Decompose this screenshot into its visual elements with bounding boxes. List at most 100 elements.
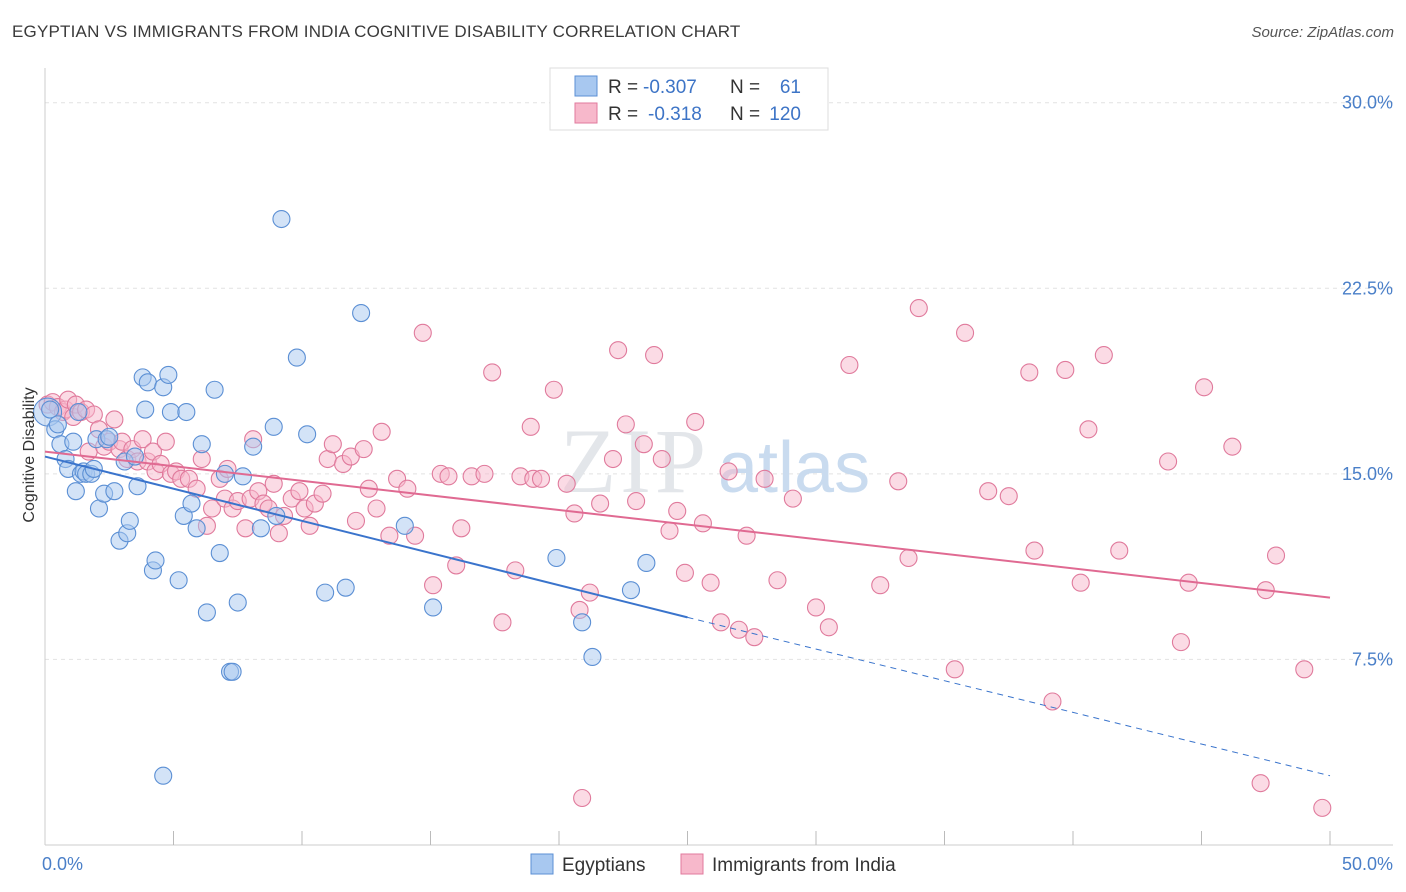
india-point [521,417,540,436]
egyptians-point [573,613,592,632]
india-point [544,380,563,399]
india-point [1020,363,1039,382]
y-axis-label: Cognitive Disability [21,387,38,522]
egyptians-point [424,598,443,617]
tick-labels: 7.5% 15.0% 22.5% 30.0% 0.0% 50.0% [42,93,1393,874]
legend-r-value-2: -0.318 [648,104,702,125]
legend-swatch-egyptians [574,75,598,97]
egyptians-point [197,603,216,622]
india-point [806,598,826,617]
india-point [956,323,975,342]
egyptians-point [583,647,602,667]
egyptians-point [169,571,188,590]
india-point [871,576,890,595]
india-point [133,430,152,449]
india-point [372,422,391,441]
india-point [475,464,494,483]
bottom-legend-india: Immigrants from India [712,855,896,876]
india-point [1266,546,1286,565]
correlation-legend: R = -0.307 N = 61 R = -0.318 N = 120 [549,67,829,131]
india-point [693,514,712,533]
india-point [367,499,386,518]
india-point [1056,360,1075,380]
india-point [1110,541,1129,560]
legend-n-label-1: N = [730,77,760,98]
egyptians-point [66,482,85,501]
egyptians-point [228,593,247,612]
india-point [1025,541,1044,560]
y-tick-label-3: 30.0% [1342,93,1393,113]
india-point [755,469,774,488]
india-point [652,449,671,469]
x-tick-label-1: 50.0% [1342,854,1393,874]
india-point [290,482,309,501]
egyptians-point [105,482,124,501]
egyptians-point [298,425,317,444]
x-tick-label-0: 0.0% [42,854,83,874]
india-point [668,501,687,521]
india-point [745,628,764,647]
india-point [660,521,679,540]
india-point [729,620,748,639]
india-point [591,494,610,513]
india-point [354,440,373,459]
india-point [909,299,928,318]
india-point [1071,573,1090,592]
grid-lines [45,102,1393,660]
legend-r-label-1: R = [608,77,638,98]
egyptians-point [233,467,252,486]
india-point [269,524,288,543]
egyptians-point [316,583,335,602]
india-point [346,511,366,530]
egyptians-point [352,303,371,323]
india-point [1094,346,1113,365]
trend-lines [44,450,1331,777]
y-tick-label-1: 15.0% [1342,464,1393,484]
india-point [424,576,443,595]
india-point [1043,692,1062,711]
egyptians-point [159,365,178,384]
egyptians-point [621,581,641,600]
chart-source: Source: ZipAtlas.com [1251,24,1394,41]
india-point [675,563,694,582]
bottom-legend-swatch-egyptians [530,853,554,875]
india-point [105,410,124,429]
india-point [899,548,918,568]
india-point [1223,437,1242,456]
india-point [616,415,635,434]
india-point [711,613,730,632]
egyptians-point [48,415,67,434]
india-point [313,484,332,503]
egyptians-point [192,435,211,454]
india-point [1195,378,1214,397]
india-point [603,449,623,469]
india-point [1313,798,1332,817]
india-point [380,526,399,545]
chart-title: EGYPTIAN VS IMMIGRANTS FROM INDIA COGNIT… [12,22,741,41]
india-point [1159,452,1178,471]
egyptians-point [41,400,60,419]
legend-n-value-2: 120 [769,104,801,125]
egyptians-point [336,578,355,597]
india-point [565,504,584,523]
egyptians-point [182,494,201,513]
axes [44,68,1393,846]
india-point [634,435,653,454]
india-point [439,467,458,486]
egyptians-point [205,380,224,399]
india-point [768,571,787,590]
india-point [945,660,964,679]
egyptians-trend-extension [687,616,1331,777]
india-point [819,618,838,637]
india-point [483,363,502,382]
india-point [493,613,512,632]
india-point [531,469,551,488]
series-legend: Egyptians Immigrants from India [530,853,896,876]
india-point [609,341,628,360]
egyptians-point [100,427,119,446]
egyptians-point [177,402,196,422]
y-tick-label-2: 22.5% [1342,278,1393,298]
india-point [1251,774,1270,793]
egyptians-point [120,511,139,530]
india-point [557,474,576,493]
